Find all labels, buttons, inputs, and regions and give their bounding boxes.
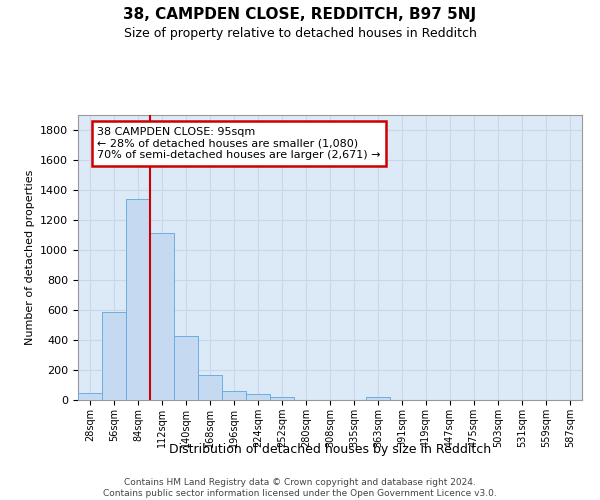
- Bar: [126, 199, 150, 400]
- Text: 38 CAMPDEN CLOSE: 95sqm
← 28% of detached houses are smaller (1,080)
70% of semi: 38 CAMPDEN CLOSE: 95sqm ← 28% of detache…: [97, 127, 381, 160]
- Text: Distribution of detached houses by size in Redditch: Distribution of detached houses by size …: [169, 442, 491, 456]
- Bar: [102, 312, 126, 400]
- Bar: [246, 394, 270, 400]
- Text: 38, CAMPDEN CLOSE, REDDITCH, B97 5NJ: 38, CAMPDEN CLOSE, REDDITCH, B97 5NJ: [124, 8, 476, 22]
- Bar: [366, 398, 390, 400]
- Bar: [198, 375, 222, 400]
- Bar: [150, 233, 174, 400]
- Bar: [270, 398, 294, 400]
- Text: Size of property relative to detached houses in Redditch: Size of property relative to detached ho…: [124, 28, 476, 40]
- Bar: [78, 392, 102, 400]
- Bar: [174, 336, 198, 400]
- Y-axis label: Number of detached properties: Number of detached properties: [25, 170, 35, 345]
- Text: Contains HM Land Registry data © Crown copyright and database right 2024.
Contai: Contains HM Land Registry data © Crown c…: [103, 478, 497, 498]
- Bar: [222, 391, 246, 400]
